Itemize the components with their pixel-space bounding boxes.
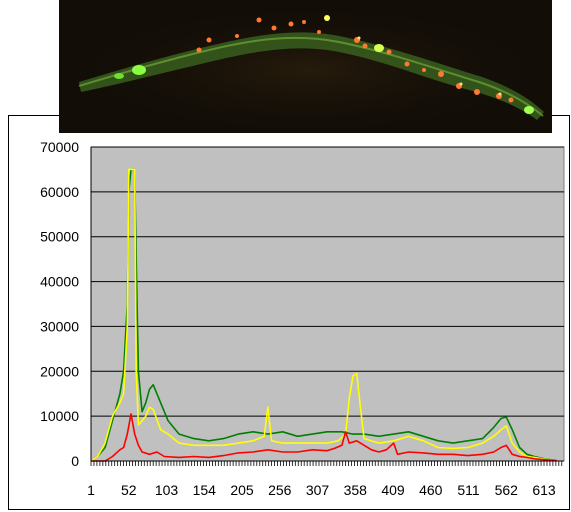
y-tick-label: 20000	[40, 363, 79, 379]
x-tick-label: 358	[344, 482, 368, 498]
worm-edge	[78, 36, 544, 117]
gridlines	[91, 146, 564, 417]
series-line-2	[91, 413, 557, 462]
x-tick-label: 409	[381, 482, 405, 498]
x-tick-label: 154	[193, 482, 217, 498]
series-layer	[90, 168, 557, 462]
y-tick-label: 30000	[40, 318, 79, 334]
y-tick-label: 40000	[40, 274, 79, 290]
y-tick-label: 10000	[40, 408, 79, 424]
x-tick-label: 256	[268, 482, 292, 498]
y-tick-labels: 0 10000 20000 30000 40000 50000 60000 70000	[40, 139, 79, 469]
x-tick-label: 52	[121, 482, 137, 498]
x-tick-labels: 1 52 103 154 205 256 307 358 409 460 511 562 613	[87, 482, 556, 498]
x-tick-label: 205	[230, 482, 254, 498]
y-tick-label: 0	[71, 453, 79, 469]
x-tick-label: 1	[87, 482, 95, 498]
series-line-1	[90, 168, 557, 462]
x-tick-label: 562	[495, 482, 519, 498]
y-tick-label: 70000	[40, 139, 79, 155]
x-tick-label: 307	[306, 482, 330, 498]
x-tick-label: 613	[532, 482, 556, 498]
worm-micrograph	[59, 0, 552, 133]
x-tick-label: 511	[457, 482, 480, 498]
x-tick-label: 460	[419, 482, 443, 498]
x-minor-ticks	[90, 461, 563, 466]
plot-area	[90, 146, 565, 462]
x-tick-label: 103	[155, 482, 179, 498]
y-tick-label: 50000	[40, 229, 79, 245]
y-tick-label: 60000	[40, 184, 79, 200]
